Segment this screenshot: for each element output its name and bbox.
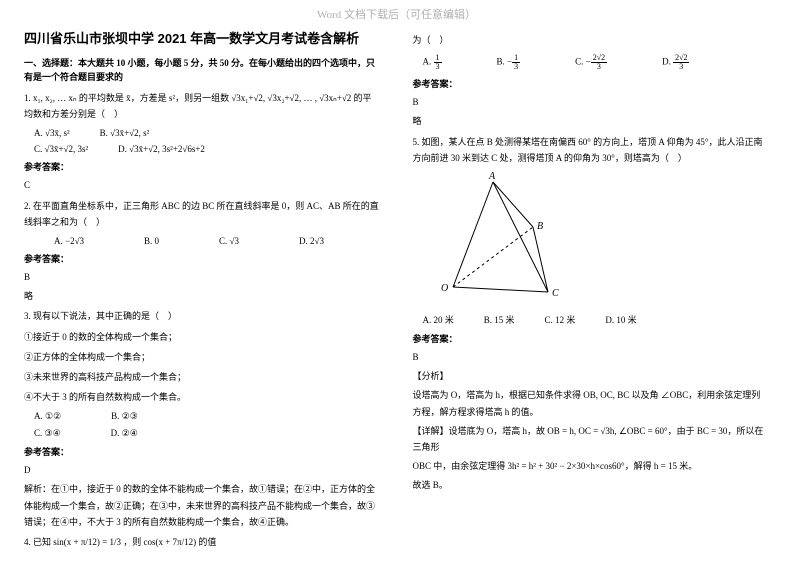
q3-opt-b-label: B. xyxy=(111,411,119,421)
q4-opt-c: C. −2√23 xyxy=(575,54,607,71)
q2-opt-d-label: D. xyxy=(299,236,308,246)
q4-note: 略 xyxy=(413,113,770,129)
q5-detail3: 故选 B。 xyxy=(413,477,770,493)
doc-title: 四川省乐山市张坝中学 2021 年高一数学文月考试卷含解析 xyxy=(24,28,381,47)
q2-opt-a: −2√3 xyxy=(65,236,84,246)
q4-opt-a: A. 13 xyxy=(423,54,442,71)
q1-answer: C xyxy=(24,177,381,193)
q4-stem-e: 的值 xyxy=(198,537,216,547)
q2-opt-c-label: C. xyxy=(219,236,227,246)
q1-opt-c-label: C. xyxy=(34,144,42,154)
q4-tail: 为（ ） xyxy=(413,32,770,48)
q5-stem: 5. 如图，某人在点 B 处测得某塔在南偏西 60° 的方向上，塔顶 A 仰角为… xyxy=(413,134,770,166)
q2-stem: 2. 在平面直角坐标系中，正三角形 ABC 的边 BC 所在直线斜率是 0，则 … xyxy=(24,198,381,230)
q3-answer-heading: 参考答案： xyxy=(24,445,381,458)
q5-detail1: 【详解】设塔底为 O，塔高 h，故 OB = h, OC = √3h, ∠OBC… xyxy=(413,423,770,455)
q4-stem-d: cos(x + 7π/12) xyxy=(143,537,196,547)
q3-opt-c: ③④ xyxy=(45,428,61,438)
q1-opt-b-label: B. xyxy=(100,128,108,138)
q3-opt-c-label: C. xyxy=(34,428,42,438)
q5-opt-b: 15 米 xyxy=(494,315,514,325)
q2-opt-a-label: A. xyxy=(54,236,63,246)
q5-answer: B xyxy=(413,349,770,365)
q1-opt-a: √3x̄, s² xyxy=(45,128,70,138)
q3-opt-d: ②④ xyxy=(122,428,138,438)
svg-text:A: A xyxy=(488,172,496,182)
q5-opt-a: 20 米 xyxy=(434,315,454,325)
q4-stem-b: sin(x + π/12) = 1/3 xyxy=(53,537,121,547)
q2-options: A. −2√3 B. 0 C. √3 D. 2√3 xyxy=(54,236,381,246)
q3-line1: ①接近于 0 的数的全体构成一个集合； xyxy=(24,329,381,345)
q5-opt-d: 10 米 xyxy=(616,315,636,325)
q5-options: A. 20 米 B. 15 米 C. 12 米 D. 10 米 xyxy=(423,313,770,326)
q1-options-row2: C. √3x̄+√2, 3s² D. √3x̄+√2, 3s²+2√6s+2 xyxy=(34,144,381,154)
q4-answer-heading: 参考答案： xyxy=(413,77,770,90)
q2-opt-c: √3 xyxy=(230,236,239,246)
q1-options-row1: A. √3x̄, s² B. √3x̄+√2, s² xyxy=(34,128,381,138)
q4-stem-c: ，则 xyxy=(123,537,143,547)
q3-stem: 3. 现有以下说法，其中正确的是（ ） xyxy=(24,308,381,324)
q4-opt-d: D. 2√23 xyxy=(662,54,689,71)
q4-stem: 4. 已知 sin(x + π/12) = 1/3 ，则 cos(x + 7π/… xyxy=(24,534,381,550)
q2-answer: B xyxy=(24,269,381,285)
svg-text:O: O xyxy=(441,283,448,294)
q5-opt-c-label: C. xyxy=(545,315,553,325)
q3-line2: ②正方体的全体构成一个集合； xyxy=(24,349,381,365)
q1-opt-d-label: D. xyxy=(118,144,127,154)
q3-opt-b: ②③ xyxy=(122,411,138,421)
q4-answer: B xyxy=(413,94,770,110)
tetrahedron-diagram: A B C O xyxy=(433,172,583,307)
q1-stem: 1. x₁, x₂, … xₙ 的平均数是 x̄，方差是 s²，则另一组数 √3… xyxy=(24,90,381,122)
q2-opt-d: 2√3 xyxy=(310,236,324,246)
q3-opt-d-label: D. xyxy=(111,428,120,438)
q3-answer: D xyxy=(24,462,381,478)
q3-line3: ③未来世界的高科技产品构成一个集合； xyxy=(24,369,381,385)
q2-answer-heading: 参考答案： xyxy=(24,252,381,265)
q5-detail2: OBC 中，由余弦定理得 3h² = h² + 30² − 2×30×h×cos… xyxy=(413,458,770,474)
q4-options: A. 13 B. −13 C. −2√23 D. 2√23 xyxy=(423,54,770,71)
q3-options: A. ①② B. ②③ xyxy=(34,411,381,422)
q2-opt-b: 0 xyxy=(155,236,160,246)
q3-line4: ④不大于 3 的所有自然数构成一个集合。 xyxy=(24,389,381,405)
watermark-text: Word 文档下载后（可任意编辑） xyxy=(0,6,793,22)
q1-opt-d: √3x̄+√2, 3s²+2√6s+2 xyxy=(129,144,205,154)
q5-opt-c: 12 米 xyxy=(555,315,575,325)
q3-opt-a: ①② xyxy=(45,411,61,421)
q1-answer-heading: 参考答案： xyxy=(24,160,381,173)
q5-opt-a-label: A. xyxy=(423,315,432,325)
q5-opt-b-label: B. xyxy=(484,315,492,325)
q1-opt-b: √3x̄+√2, s² xyxy=(110,128,149,138)
q5-opt-d-label: D. xyxy=(605,315,614,325)
q5-analysis: 设塔高为 O，塔高为 h，根据已知条件求得 OB, OC, BC 以及角 ∠OB… xyxy=(413,387,770,419)
q2-opt-b-label: B. xyxy=(144,236,152,246)
q2-note: 略 xyxy=(24,288,381,304)
q3-options-2: C. ③④ D. ②④ xyxy=(34,428,381,439)
q5-answer-heading: 参考答案： xyxy=(413,332,770,345)
left-column: 四川省乐山市张坝中学 2021 年高一数学文月考试卷含解析 一、选择题：本大题共… xyxy=(24,28,381,554)
q4-stem-a: 4. 已知 xyxy=(24,537,53,547)
q1-opt-c: √3x̄+√2, 3s² xyxy=(45,144,89,154)
q5-fx: 【分析】 xyxy=(413,368,770,384)
page: 四川省乐山市张坝中学 2021 年高一数学文月考试卷含解析 一、选择题：本大题共… xyxy=(0,0,793,564)
svg-text:B: B xyxy=(537,221,543,232)
q3-explanation: 解析：在①中，接近于 0 的数的全体不能构成一个集合，故①错误；在②中，正方体的… xyxy=(24,481,381,530)
q1-opt-a-label: A. xyxy=(34,128,43,138)
right-column: 为（ ） A. 13 B. −13 C. −2√23 D. 2√23 参考答案：… xyxy=(413,28,770,554)
q3-opt-a-label: A. xyxy=(34,411,43,421)
q4-opt-b: B. −13 xyxy=(497,54,521,71)
svg-text:C: C xyxy=(552,288,559,299)
section-1-heading: 一、选择题：本大题共 10 小题，每小题 5 分，共 50 分。在每小题给出的四… xyxy=(24,57,381,84)
